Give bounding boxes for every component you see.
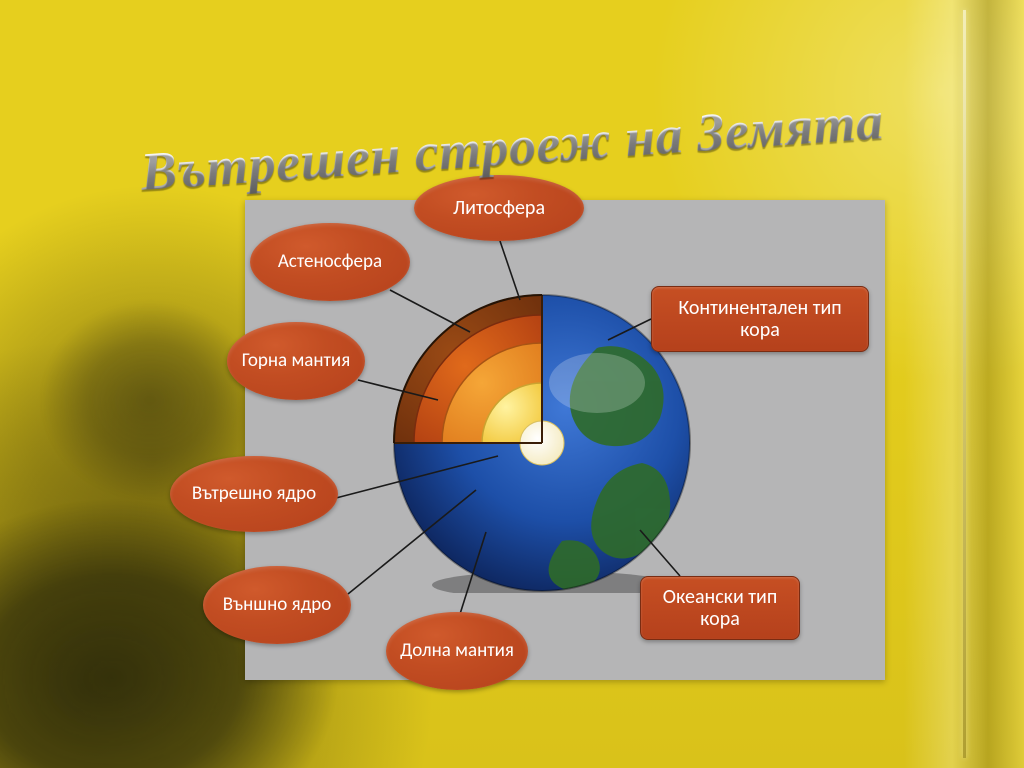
label-text: Долна мантия: [400, 641, 514, 662]
label-asthenosphere: Астеносфера: [250, 223, 410, 301]
label-lower-mantle: Долна мантия: [386, 612, 528, 690]
label-text: Континентален тип кора: [666, 297, 854, 341]
label-oceanic-crust: Океански тип кора: [640, 576, 800, 640]
label-upper-mantle: Горна мантия: [227, 322, 365, 400]
label-text: Океански тип кора: [655, 586, 785, 630]
label-continental-crust: Континентален тип кора: [651, 286, 869, 352]
label-text: Външно ядро: [223, 595, 331, 616]
label-text: Вътрешно ядро: [192, 484, 316, 505]
label-inner-core: Вътрешно ядро: [170, 456, 338, 532]
bg-paper-fold-line: [963, 10, 966, 758]
label-text: Горна мантия: [242, 351, 350, 372]
label-text: Астеносфера: [278, 252, 382, 273]
earth-layers-cutface: [394, 295, 564, 465]
label-text: Литосфера: [453, 197, 545, 219]
label-lithosphere: Литосфера: [414, 175, 584, 241]
slide-stage: Литосфера Астеносфера Горна мантия Вътре…: [0, 0, 1024, 768]
label-outer-core: Външно ядро: [203, 566, 351, 644]
earth-cutaway-diagram: [392, 293, 692, 593]
